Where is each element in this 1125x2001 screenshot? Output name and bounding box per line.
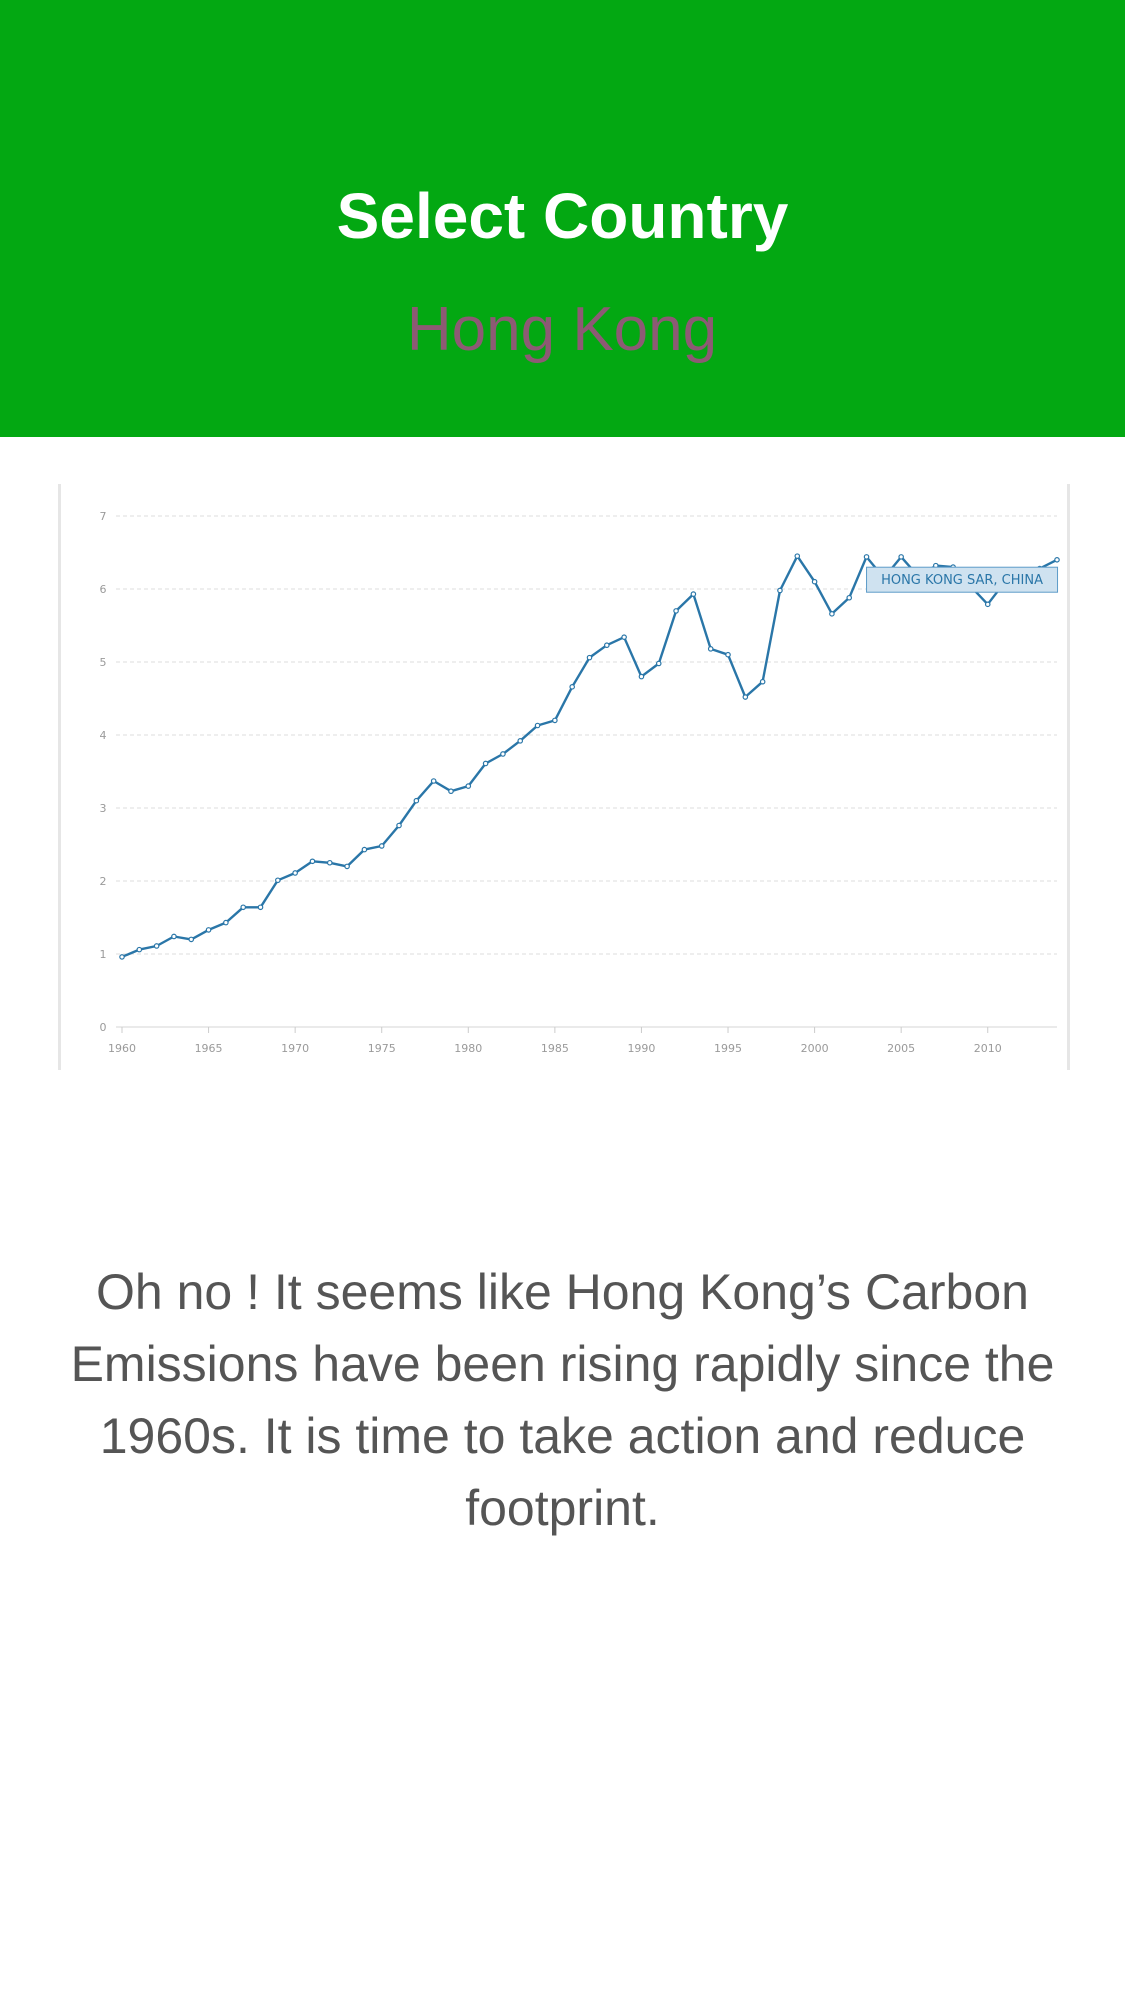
data-point [188, 936, 195, 943]
data-point [171, 933, 177, 940]
data-point [638, 673, 645, 680]
data-point [984, 601, 991, 608]
y-tick-label: 3 [100, 802, 107, 815]
x-tick-label: 2005 [887, 1042, 915, 1055]
y-tick-label: 1 [100, 948, 107, 961]
data-point [534, 722, 541, 729]
x-tick-label: 2010 [974, 1042, 1002, 1055]
x-tick-label: 1990 [627, 1042, 655, 1055]
series-tooltip [866, 566, 1059, 593]
data-point [413, 797, 420, 804]
data-point [846, 594, 853, 601]
data-point [742, 694, 749, 700]
y-tick-label: 6 [100, 583, 107, 596]
data-point [240, 904, 247, 911]
data-point [378, 843, 385, 849]
x-tick-label: 1995 [714, 1042, 742, 1055]
data-point [326, 859, 333, 866]
data-point [292, 870, 298, 876]
data-point [482, 760, 489, 767]
data-point [309, 858, 316, 865]
data-point [552, 717, 558, 724]
data-point [275, 877, 281, 884]
data-point [621, 634, 627, 640]
data-point [725, 651, 731, 658]
page-title: Select Country [336, 180, 789, 252]
chart-card: 0 1 2 3 4 5 6 7 1960 1965 1970 1975 1980 1985 1990 1995… [58, 484, 1070, 1070]
x-tick-label: 1960 [108, 1042, 136, 1055]
x-tick-label: 1980 [454, 1042, 482, 1055]
data-point [136, 946, 143, 953]
data-point [655, 660, 662, 667]
data-point [777, 587, 783, 594]
country-select[interactable]: Hong Kong [362, 290, 762, 370]
emissions-line-chart: 0 1 2 3 4 5 6 7 1960 1965 1970 1975 1980 1985 1990 1995… [100, 510, 1060, 1055]
data-point [898, 554, 904, 560]
y-tick-label: 5 [100, 656, 107, 669]
data-point [465, 783, 472, 789]
x-tick-label: 1985 [541, 1042, 569, 1055]
data-point [396, 822, 402, 829]
data-point [569, 684, 575, 690]
emissions-message: Oh no ! It seems like Hong Kong’s Carbon… [70, 1264, 1055, 1536]
data-point [1054, 557, 1060, 563]
data-point [119, 954, 125, 960]
data-point [586, 654, 593, 661]
y-tick-label: 4 [100, 729, 107, 742]
data-point [500, 751, 506, 757]
data-point [604, 642, 610, 649]
series-tooltip-label: HONG KONG SAR, CHINA [881, 573, 1043, 588]
x-tick-label: 1975 [368, 1042, 396, 1055]
x-tick-label: 2000 [801, 1042, 829, 1055]
x-tick-label: 1970 [281, 1042, 309, 1055]
data-point [517, 738, 524, 744]
data-point [863, 554, 870, 560]
series-line [121, 554, 1058, 959]
data-point [344, 863, 350, 870]
data-point [673, 608, 679, 614]
x-tick-label: 1965 [195, 1042, 223, 1055]
data-point [430, 778, 437, 784]
data-point [223, 919, 229, 926]
y-tick-label: 7 [100, 510, 107, 523]
y-tick-label: 2 [100, 875, 107, 888]
data-point [257, 904, 264, 911]
data-point [707, 646, 714, 652]
data-point [153, 943, 160, 949]
data-point [361, 846, 368, 853]
data-point [811, 578, 818, 585]
data-point [205, 927, 212, 933]
header: Select Country Hong Kong [0, 0, 1125, 437]
data-point [794, 553, 801, 559]
data-point [829, 611, 835, 617]
data-point [759, 678, 766, 685]
y-tick-label: 0 [100, 1021, 107, 1034]
data-point [448, 788, 454, 795]
data-point [690, 591, 697, 597]
